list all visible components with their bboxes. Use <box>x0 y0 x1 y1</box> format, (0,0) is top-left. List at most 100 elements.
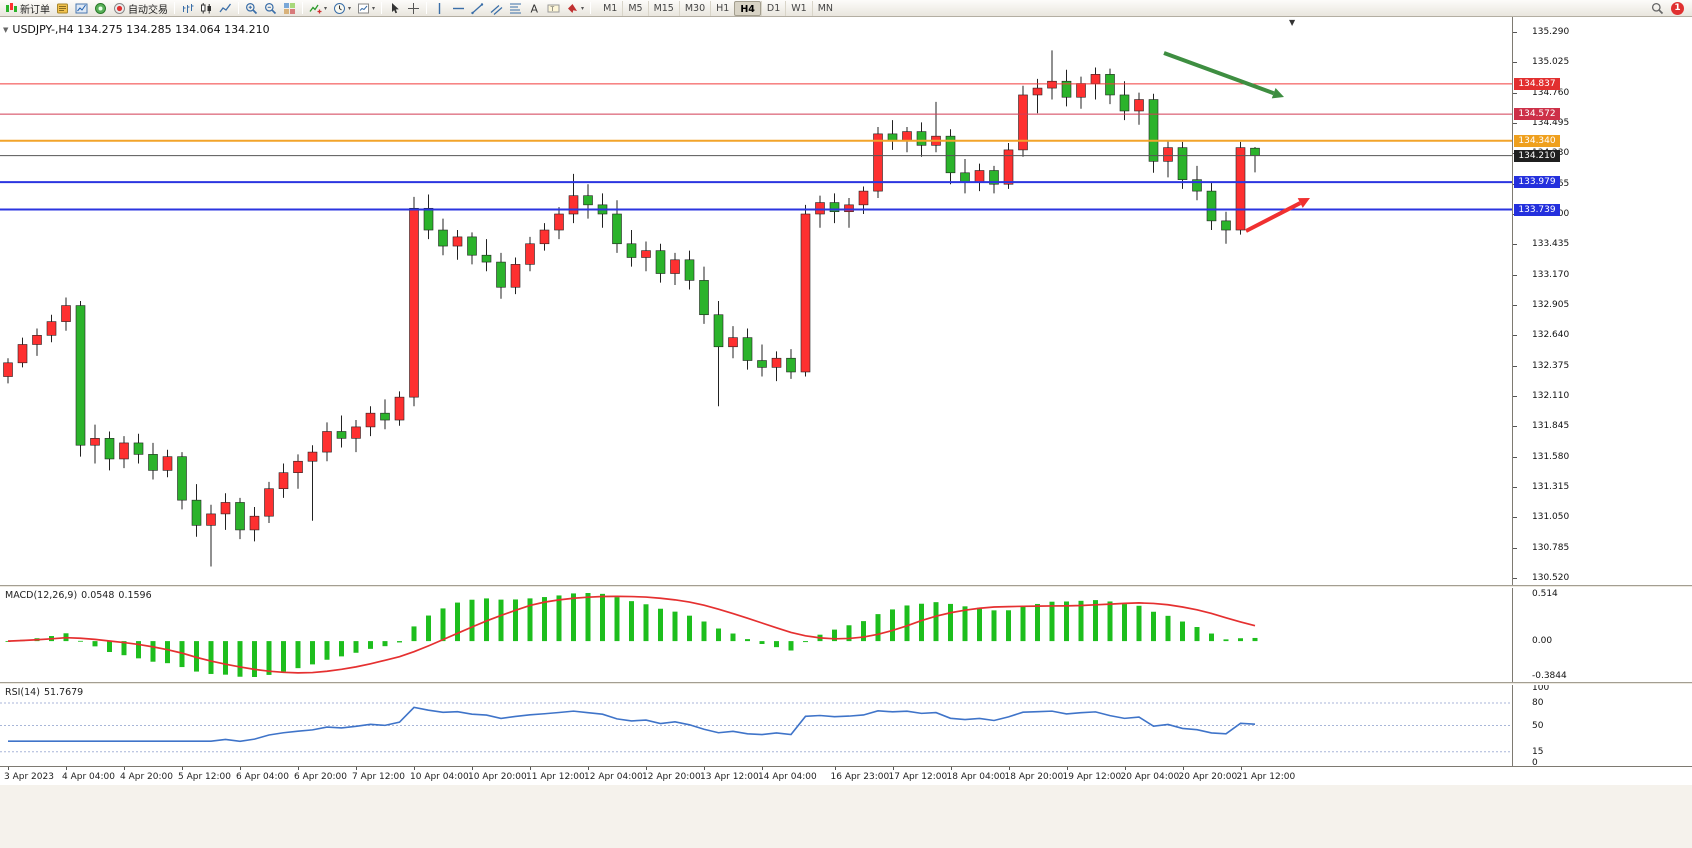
channel-button[interactable] <box>487 1 506 16</box>
bear-candle <box>191 499 202 526</box>
bear-candle <box>612 213 622 245</box>
bull-candle <box>902 131 912 142</box>
bull-candle <box>394 396 405 421</box>
bull-candle <box>771 357 782 368</box>
time-label: 20 Apr 20:00 <box>1178 772 1238 782</box>
trendline-button[interactable] <box>468 1 487 16</box>
rsi-value: 51.7679 <box>43 687 84 698</box>
bull-candle <box>249 515 260 531</box>
rsi-axis-50: 50 <box>1532 720 1544 731</box>
bull-candle <box>119 442 129 460</box>
bull-candle <box>844 204 854 213</box>
search-button[interactable] <box>1648 1 1667 16</box>
chevron-down-icon: ▾ <box>581 4 585 12</box>
axis-tick <box>1513 244 1517 246</box>
time-label: 10 Apr 20:00 <box>468 772 527 782</box>
bull-candle <box>61 305 71 322</box>
timeframe-m5-button[interactable]: M5 <box>622 0 647 16</box>
rsi-panel: RSI(14) 51.7679 <box>0 685 1512 766</box>
bear-candle <box>438 229 448 247</box>
vertical-line-button[interactable] <box>430 1 449 16</box>
axis-price-label: 134.495 <box>1532 118 1570 128</box>
time-label: 3 Apr 2023 <box>4 772 54 782</box>
price-axis[interactable]: 135.290135.025134.760134.495134.230133.9… <box>1512 17 1598 768</box>
cursor-button[interactable] <box>385 1 404 16</box>
bear-candle <box>177 456 187 501</box>
chart-shift-marker-icon[interactable]: ▼ <box>1289 18 1296 27</box>
bounce-up-arrow[interactable] <box>1245 198 1310 233</box>
macd-name: MACD(12,26,9) <box>5 590 78 601</box>
new-order-button[interactable]: 新订单 <box>2 1 53 16</box>
price-tag-133739: 133.739 <box>1514 203 1560 216</box>
time-axis[interactable]: 3 Apr 2023 4 Apr 04:00 4 Apr 20:00 5 Apr 12… <box>0 766 1692 785</box>
indicators-button[interactable]: ▾ <box>306 1 330 16</box>
time-label: 18 Apr 20:00 <box>1004 772 1064 782</box>
down-trend-arrow[interactable] <box>1163 51 1284 99</box>
metaeditor-button[interactable] <box>53 1 72 16</box>
one-click-trading-toggle-icon[interactable]: ▼ <box>3 25 9 34</box>
time-label: 4 Apr 20:00 <box>120 772 173 782</box>
candles-icon <box>201 2 211 13</box>
macd-axis-min: -0.3844 <box>1532 671 1567 681</box>
timeframe-m30-button[interactable]: M30 <box>678 0 710 16</box>
grid-icon <box>284 2 295 14</box>
timeframe-d1-button[interactable]: D1 <box>760 0 785 16</box>
time-label: 12 Apr 04:00 <box>584 772 643 782</box>
bull-candle <box>858 190 869 206</box>
timeframe-h4-button[interactable]: H4 <box>734 0 761 16</box>
bull-candle <box>220 502 231 515</box>
bear-candle <box>742 337 753 361</box>
timeframe-m15-button[interactable]: M15 <box>647 0 679 16</box>
time-label: 21 Apr 12:00 <box>1236 772 1296 782</box>
horizontal-line-button[interactable] <box>449 1 468 16</box>
zoom-in-button[interactable] <box>242 1 261 16</box>
axis-price-label: 133.435 <box>1532 239 1570 250</box>
price-tag-134572: 134.572 <box>1514 108 1560 121</box>
bear-candle <box>1119 94 1130 112</box>
timeframe-h1-button[interactable]: H1 <box>710 0 734 16</box>
bull-candle <box>3 362 13 377</box>
vline-icon <box>438 2 441 14</box>
timeframe-w1-button[interactable]: W1 <box>785 0 811 16</box>
market-watch-button[interactable] <box>91 1 110 16</box>
bull-candle <box>815 202 825 215</box>
axis-tick <box>1513 456 1517 458</box>
bar-chart-button[interactable] <box>178 1 197 16</box>
bear-candle <box>380 412 390 421</box>
fibonacci-button[interactable] <box>506 1 525 16</box>
tile-windows-button[interactable] <box>280 1 299 16</box>
bear-candle <box>104 438 115 460</box>
charts-button[interactable] <box>72 1 91 16</box>
bear-candle <box>626 243 637 258</box>
time-label: 6 Apr 04:00 <box>236 772 289 782</box>
price-chart <box>0 50 1512 567</box>
bear-candle <box>916 131 927 146</box>
notification-badge[interactable]: 1 <box>1671 1 1684 15</box>
chart-area: ▼ USDJPY-,H4 134.275 134.285 134.064 134… <box>0 17 1512 585</box>
bull-candle <box>641 250 651 258</box>
panel-divider[interactable] <box>0 585 1692 588</box>
template-icon <box>358 3 370 13</box>
templates-button[interactable]: ▾ <box>354 1 378 16</box>
bear-candle <box>757 360 767 368</box>
time-tick <box>414 767 415 770</box>
timeframe-m1-button[interactable]: M1 <box>603 2 618 14</box>
periods-button[interactable]: ▾ <box>330 1 354 16</box>
bull-candle <box>1134 99 1144 112</box>
candlestick-chart-button[interactable] <box>197 1 216 16</box>
zoom-out-button[interactable] <box>261 1 280 16</box>
crosshair-button[interactable] <box>404 1 423 16</box>
bull-candle <box>409 207 419 398</box>
line-chart-button[interactable] <box>216 1 235 16</box>
channel-icon <box>490 4 503 15</box>
text-button[interactable]: A <box>525 1 544 16</box>
price-tag-134340: 134.340 <box>1514 134 1560 147</box>
text-label-button[interactable]: T <box>544 1 563 16</box>
time-tick <box>530 767 531 770</box>
toolbar-separator <box>302 2 303 14</box>
timeframe-mn-button[interactable]: MN <box>811 0 838 16</box>
panel-divider[interactable] <box>0 682 1692 685</box>
arrows-button[interactable]: ▾ <box>563 1 587 16</box>
auto-trading-button[interactable]: 自动交易 <box>110 1 171 16</box>
bear-candle <box>713 314 724 348</box>
